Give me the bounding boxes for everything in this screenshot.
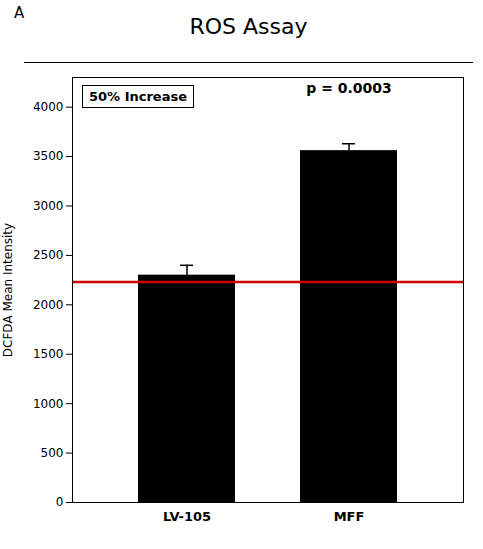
svg-text:1500: 1500: [33, 347, 64, 361]
svg-text:3500: 3500: [33, 149, 64, 163]
svg-text:MFF: MFF: [334, 509, 365, 524]
svg-text:p = 0.0003: p = 0.0003: [306, 80, 392, 96]
svg-text:LV-105: LV-105: [163, 509, 211, 524]
html-text:A: A: [14, 4, 25, 22]
svg-text:2500: 2500: [33, 248, 64, 262]
svg-text:500: 500: [41, 446, 64, 460]
svg-text:3000: 3000: [33, 199, 64, 213]
svg-text:DCFDA Mean Intensity: DCFDA Mean Intensity: [1, 223, 15, 357]
svg-text:0: 0: [56, 495, 64, 509]
html-text:ROS Assay: ROS Assay: [189, 14, 308, 39]
html-text:50% Increase: 50% Increase: [89, 89, 187, 104]
svg-text:1000: 1000: [33, 397, 64, 411]
svg-text:4000: 4000: [33, 100, 64, 114]
svg-text:2000: 2000: [33, 298, 64, 312]
